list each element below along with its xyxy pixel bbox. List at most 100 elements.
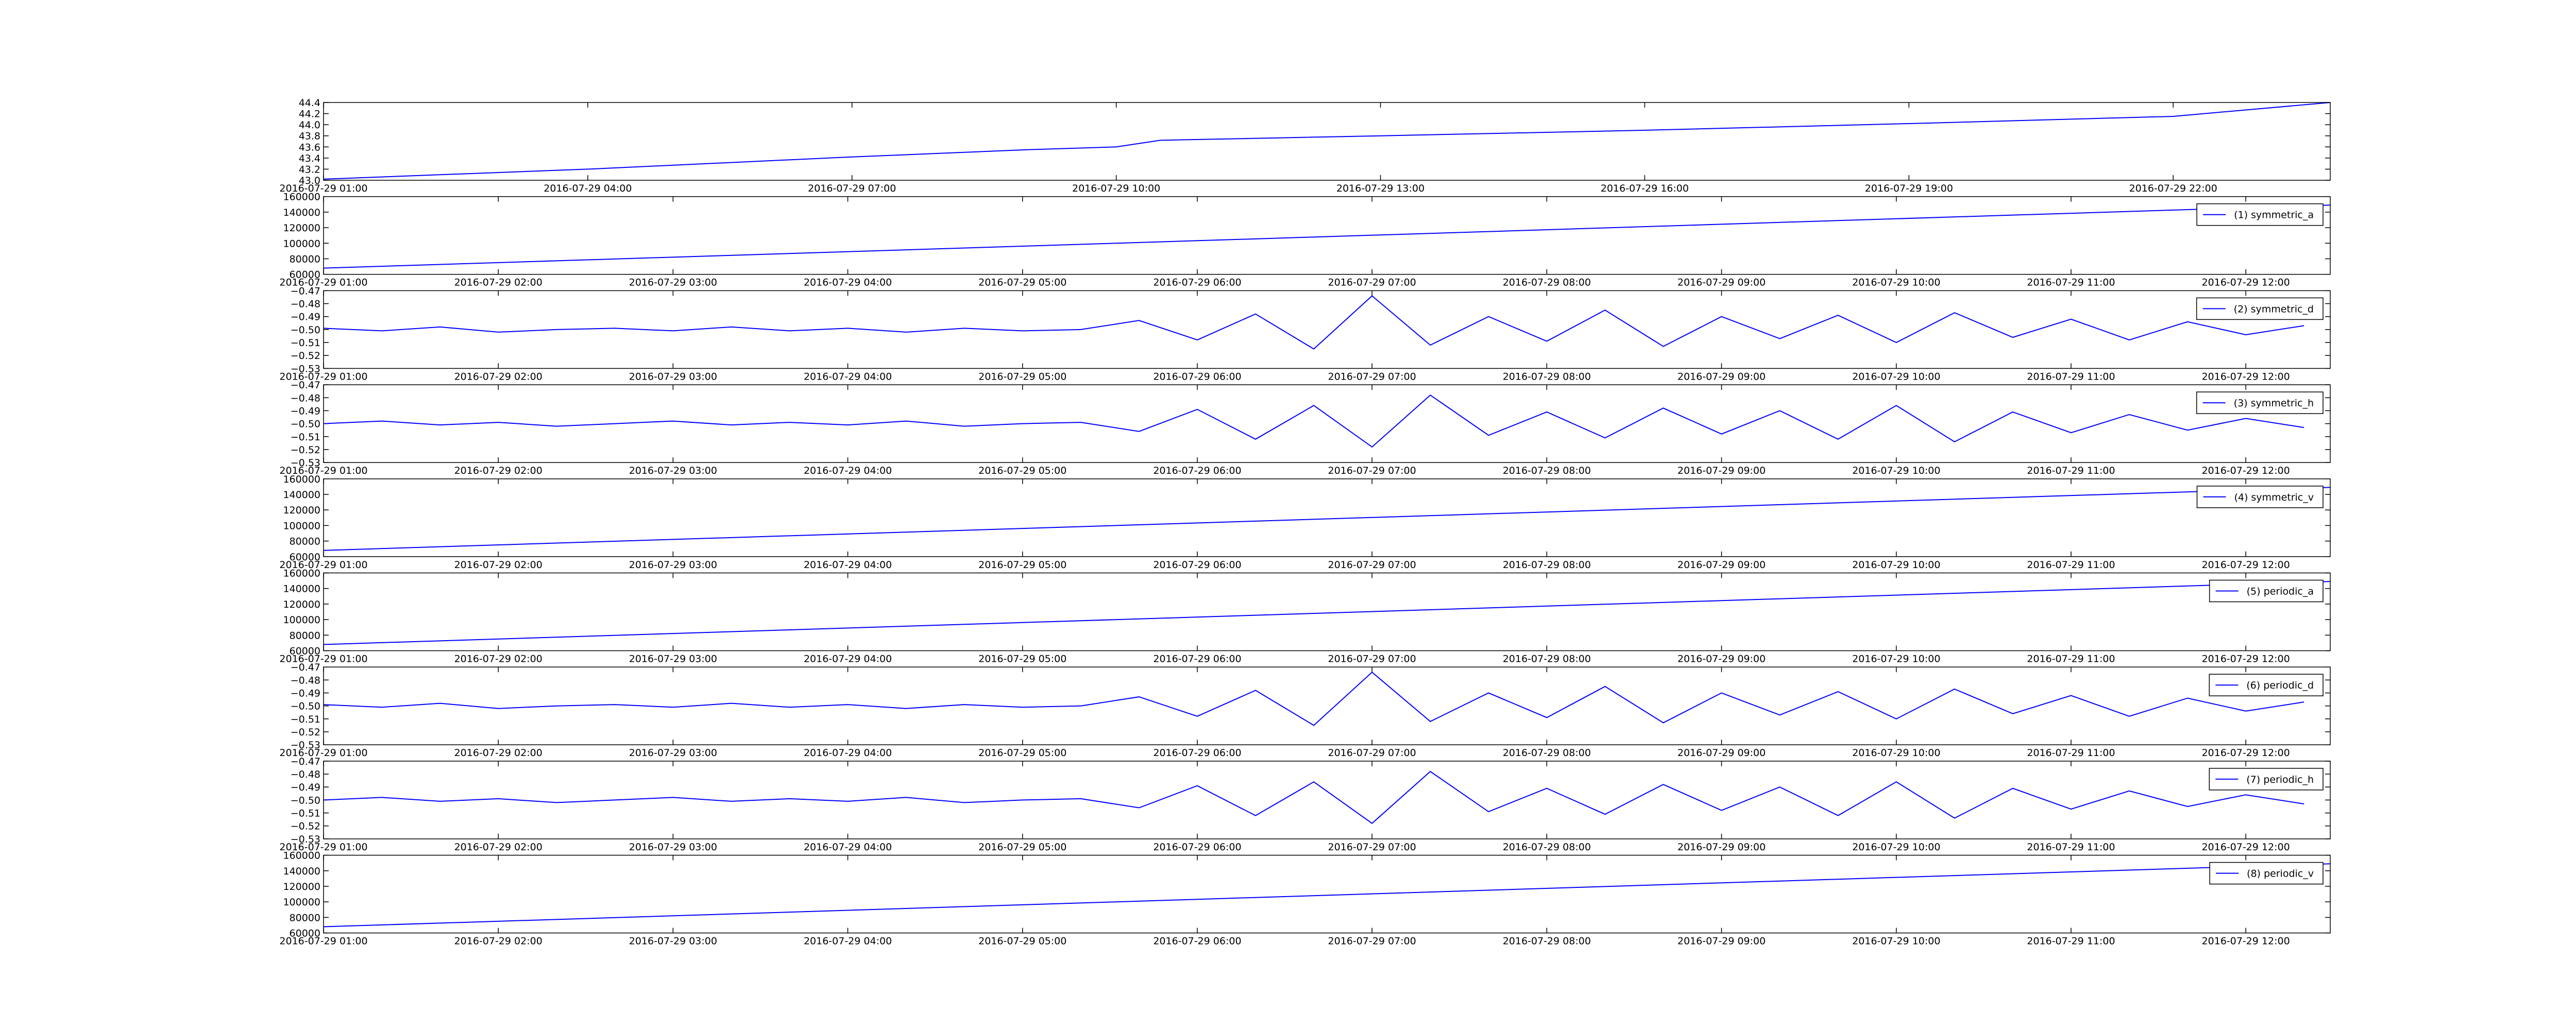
x-tick-label: 2016-07-29 08:00 <box>1503 559 1591 571</box>
y-tick-label: −0.50 <box>291 419 320 430</box>
axes-frame <box>323 384 2331 463</box>
x-tick-label: 2016-07-29 06:00 <box>1153 371 1241 382</box>
y-tick-label: 100000 <box>283 238 320 249</box>
y-tick-label: −0.52 <box>291 444 320 456</box>
x-tick-label: 2016-07-29 05:00 <box>978 559 1066 571</box>
y-tick-label: −0.48 <box>291 299 320 310</box>
y-tick-label: 43.4 <box>299 153 320 164</box>
x-tick-label: 2016-07-29 05:00 <box>978 465 1066 476</box>
x-tick-label: 2016-07-29 09:00 <box>1677 277 1766 288</box>
x-tick-label: 2016-07-29 22:00 <box>2129 183 2217 194</box>
y-tick-label: 80000 <box>290 254 320 265</box>
x-tick-label: 2016-07-29 11:00 <box>2027 842 2115 853</box>
y-tick-label: 43.6 <box>299 142 320 153</box>
legend: (1) symmetric_a <box>2196 203 2324 226</box>
plot-area <box>324 102 2330 180</box>
y-tick-label: −0.49 <box>291 782 320 793</box>
legend-label: (8) periodic_v <box>2247 868 2314 880</box>
x-tick-label: 2016-07-29 03:00 <box>629 936 717 947</box>
subplot: 43.043.243.443.643.844.044.244.4 2016-07-… <box>279 97 2331 194</box>
x-tick-label: 2016-07-29 06:00 <box>1153 654 1241 665</box>
x-tick-label: 2016-07-29 04:00 <box>544 183 632 194</box>
y-tick-label: −0.52 <box>291 350 320 362</box>
legend: (2) symmetric_d <box>2196 297 2324 320</box>
x-tick-label: 2016-07-29 10:00 <box>1852 559 1940 571</box>
plot-area <box>324 478 2330 557</box>
x-tick-label: 2016-07-29 01:00 <box>279 654 367 665</box>
y-tick-label: 60000 <box>290 928 320 939</box>
legend-box <box>2196 203 2324 226</box>
x-tick-label: 2016-07-29 03:00 <box>629 842 717 853</box>
x-tick-label: 2016-07-29 07:00 <box>1328 371 1416 382</box>
y-tick-label: 140000 <box>283 866 320 877</box>
x-tick-label: 2016-07-29 09:00 <box>1677 465 1766 476</box>
subplot: −0.53−0.52−0.51−0.50−0.49 −0.48 −0.47 2016-… <box>279 285 2331 382</box>
data-line <box>323 863 2331 928</box>
y-tick-label: −0.51 <box>291 432 320 443</box>
y-tick-label: −0.53 <box>291 457 320 469</box>
legend: (8) periodic_v <box>2209 862 2324 885</box>
x-tick-label: 2016-07-29 01:00 <box>279 559 367 571</box>
axes-frame <box>323 572 2331 651</box>
subplot: 60000 80000 100000 120000 140000 160000 2016-0… <box>279 192 2331 288</box>
y-tick-label: −0.52 <box>291 727 320 738</box>
axes-frame <box>323 666 2331 745</box>
x-tick-label: 2016-07-29 04:00 <box>804 371 892 382</box>
x-tick-label: 2016-07-29 12:00 <box>2201 559 2290 571</box>
x-tick-label: 2016-07-29 06:00 <box>1153 747 1241 759</box>
x-tick-label: 2016-07-29 07:00 <box>1328 654 1416 665</box>
plot-area <box>324 196 2330 274</box>
x-tick-label: 2016-07-29 10:00 <box>1852 654 1940 665</box>
x-tick-label: 2016-07-29 09:00 <box>1677 559 1766 571</box>
x-tick-label: 2016-07-29 09:00 <box>1677 842 1766 853</box>
y-tick-label: 140000 <box>283 583 320 595</box>
x-tick-label: 2016-07-29 09:00 <box>1677 371 1766 382</box>
x-tick-label: 2016-07-29 10:00 <box>1852 842 1940 853</box>
data-line <box>323 102 2331 180</box>
legend-label: (4) symmetric_v <box>2234 492 2314 503</box>
x-tick-label: 2016-07-29 12:00 <box>2201 277 2290 288</box>
x-tick-label: 2016-07-29 13:00 <box>1336 183 1425 194</box>
data-line <box>323 487 2331 551</box>
y-tick-label: −0.47 <box>291 380 320 391</box>
y-tick-label: 44.2 <box>299 109 320 120</box>
x-tick-label: 2016-07-29 02:00 <box>454 371 543 382</box>
x-tick-label: 2016-07-29 07:00 <box>1328 842 1416 853</box>
plot-area <box>324 667 2330 745</box>
x-tick-label: 2016-07-29 06:00 <box>1153 559 1241 571</box>
x-tick-label: 2016-07-29 04:00 <box>804 277 892 288</box>
data-line <box>323 671 2304 726</box>
x-tick-label: 2016-07-29 12:00 <box>2201 842 2290 853</box>
y-tick-label: −0.53 <box>291 834 320 845</box>
legend: (5) periodic_a <box>2209 579 2324 603</box>
x-tick-label: 2016-07-29 01:00 <box>279 465 367 476</box>
x-tick-label: 2016-07-29 12:00 <box>2201 747 2290 759</box>
x-tick-label: 2016-07-29 01:00 <box>279 371 367 382</box>
x-tick-label: 2016-07-29 10:00 <box>1072 183 1160 194</box>
y-tick-label: −0.53 <box>291 740 320 751</box>
x-tick-label: 2016-07-29 09:00 <box>1677 654 1766 665</box>
y-tick-label: 100000 <box>283 897 320 908</box>
x-tick-label: 2016-07-29 05:00 <box>978 747 1066 759</box>
y-tick-label: 80000 <box>290 912 320 923</box>
x-tick-label: 2016-07-29 03:00 <box>629 371 717 382</box>
y-tick-label: −0.53 <box>291 363 320 374</box>
x-tick-label: 2016-07-29 08:00 <box>1503 936 1591 947</box>
y-tick-label: 160000 <box>283 568 320 579</box>
y-tick-label: 100000 <box>283 614 320 626</box>
x-tick-label: 2016-07-29 08:00 <box>1503 371 1591 382</box>
y-tick-label: 160000 <box>283 474 320 485</box>
y-tick-label: −0.48 <box>291 769 320 780</box>
axes-frame <box>323 478 2331 557</box>
x-tick-label: 2016-07-29 02:00 <box>454 465 543 476</box>
x-tick-label: 2016-07-29 04:00 <box>804 936 892 947</box>
x-tick-label: 2016-07-29 09:00 <box>1677 747 1766 759</box>
x-tick-label: 2016-07-29 06:00 <box>1153 277 1241 288</box>
y-tick-label: 60000 <box>290 269 320 281</box>
y-tick-label: −0.50 <box>291 701 320 712</box>
x-tick-label: 2016-07-29 12:00 <box>2201 371 2290 382</box>
x-tick-label: 2016-07-29 01:00 <box>279 747 367 759</box>
y-tick-label: −0.47 <box>291 756 320 767</box>
x-tick-label: 2016-07-29 19:00 <box>1865 183 1953 194</box>
x-tick-label: 2016-07-29 12:00 <box>2201 654 2290 665</box>
